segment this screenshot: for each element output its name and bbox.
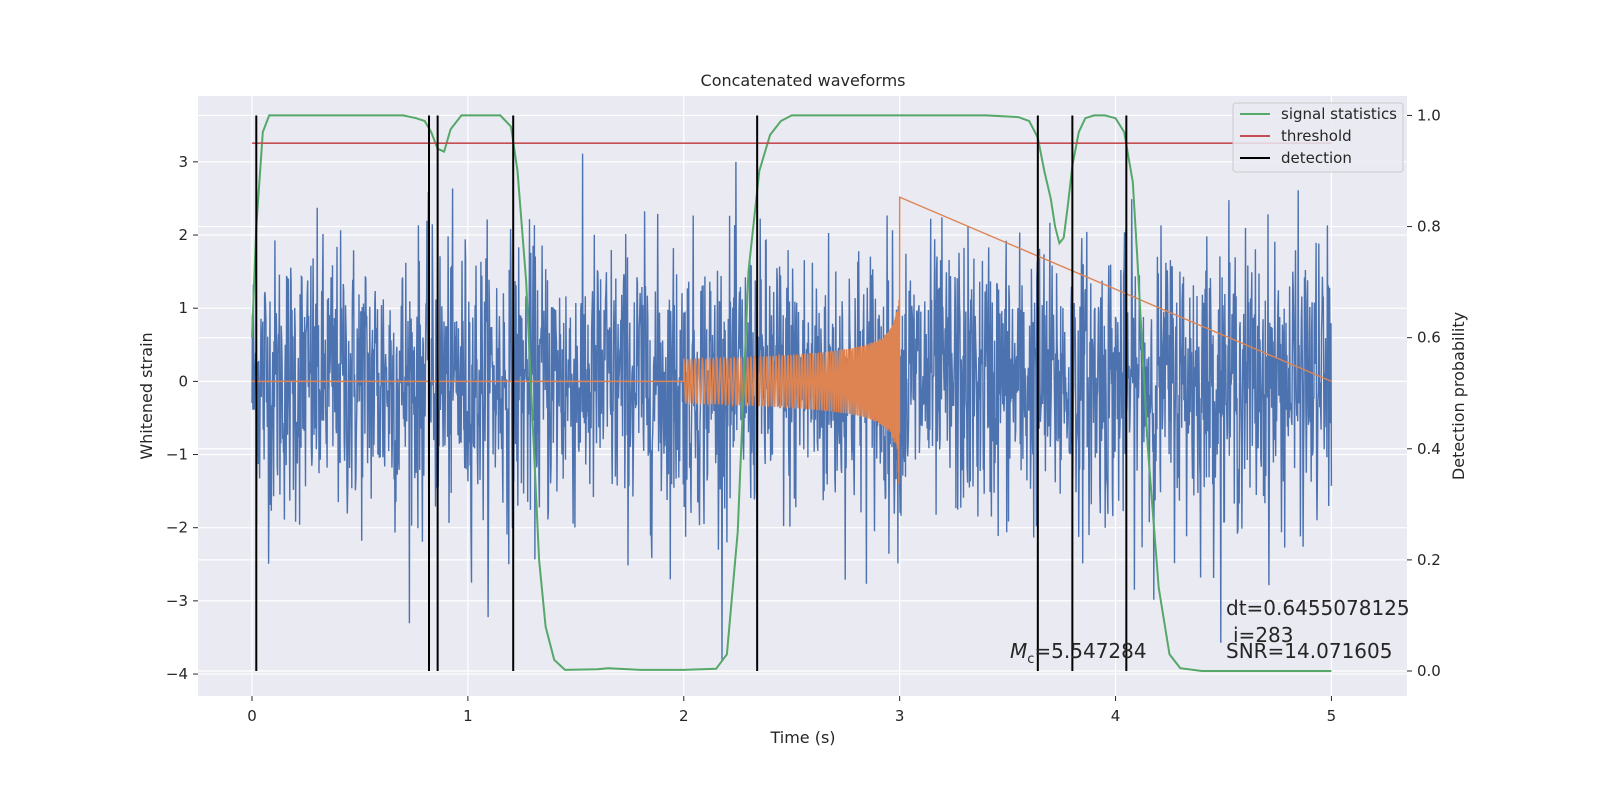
template-line bbox=[251, 196, 1332, 484]
y-left-tick-label: −3 bbox=[166, 592, 188, 610]
y-left-tick-label: −1 bbox=[166, 446, 188, 464]
mc-annotation: Mc=5.547284 bbox=[1010, 639, 1147, 667]
y-right-tick-label: 0.2 bbox=[1417, 551, 1441, 569]
template-series bbox=[251, 196, 1332, 484]
axis-ticks: 0 1 2 3 4 5 −4 −3 −2 −1 0 1 2 3 0.0 0.2 0.4 0.6 0.8 1.0 bbox=[166, 106, 1441, 725]
legend-label-threshold: threshold bbox=[1281, 127, 1352, 145]
y-left-tick-label: −4 bbox=[166, 665, 188, 683]
x-tick-label: 5 bbox=[1327, 707, 1337, 725]
y-left-tick-label: 2 bbox=[178, 226, 188, 244]
strain-line bbox=[251, 153, 1333, 661]
y-left-tick-label: −2 bbox=[166, 519, 188, 537]
y-right-tick-label: 0.6 bbox=[1417, 329, 1441, 347]
x-tick-label: 0 bbox=[247, 707, 257, 725]
i-annotation: i=283 bbox=[1233, 623, 1294, 647]
y-axis-label-right: Detection probability bbox=[1449, 312, 1468, 480]
strain-series bbox=[251, 153, 1333, 661]
y-left-tick-label: 3 bbox=[178, 153, 188, 171]
mc-value: =5.547284 bbox=[1034, 639, 1146, 663]
x-axis-label: Time (s) bbox=[769, 728, 835, 747]
detection-lines bbox=[255, 115, 1128, 671]
snr-annotation: SNR=14.071605 bbox=[1226, 639, 1392, 663]
y-left-tick-label: 0 bbox=[178, 372, 188, 390]
x-tick-label: 1 bbox=[463, 707, 473, 725]
x-tick-label: 2 bbox=[679, 707, 689, 725]
x-tick-label: 4 bbox=[1111, 707, 1121, 725]
dt-annotation: dt=0.6455078125 bbox=[1226, 596, 1410, 620]
legend-label-detection: detection bbox=[1281, 149, 1352, 167]
y-right-tick-label: 0.8 bbox=[1417, 218, 1441, 236]
y-right-tick-label: 0.4 bbox=[1417, 440, 1441, 458]
x-tick-label: 3 bbox=[895, 707, 905, 725]
legend: signal statistics threshold detection bbox=[1232, 102, 1404, 173]
svg-text:Mc=5.547284: Mc=5.547284 bbox=[1010, 639, 1147, 667]
y-left-tick-label: 1 bbox=[178, 299, 188, 317]
legend-box bbox=[1232, 102, 1404, 173]
chart-title: Concatenated waveforms bbox=[701, 71, 906, 90]
y-axis-label-left: Whitened strain bbox=[137, 332, 156, 459]
y-right-tick-label: 0.0 bbox=[1417, 662, 1441, 680]
legend-label-signal-statistics: signal statistics bbox=[1281, 105, 1397, 123]
y-right-tick-label: 1.0 bbox=[1417, 106, 1441, 124]
